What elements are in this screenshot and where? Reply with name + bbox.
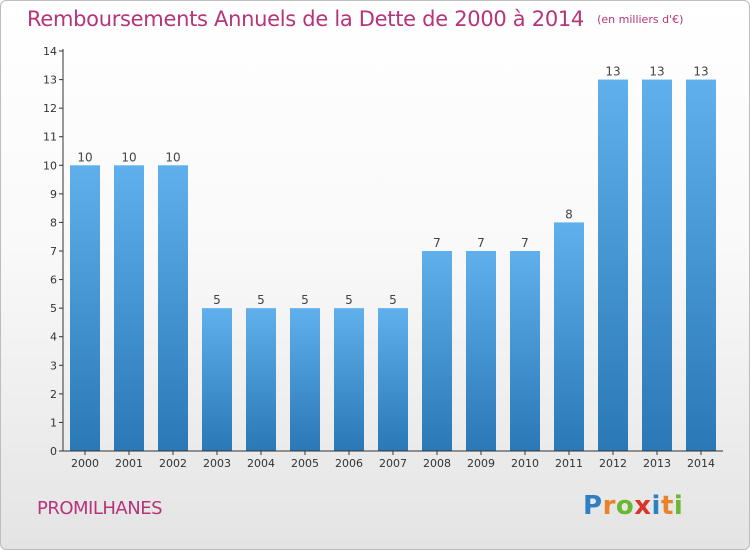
bar-2011 [554,222,584,451]
y-tick-label-2: 2 [50,388,57,401]
data-label-2013: 13 [649,65,664,79]
title-block: Remboursements Annuels de la Dette de 20… [27,7,683,31]
x-tick-label-2002: 2002 [159,457,187,470]
y-tick-label-1: 1 [50,416,57,429]
data-label-2001: 10 [121,150,136,164]
y-tick-label-13: 13 [43,74,57,87]
y-tick-label-7: 7 [50,245,57,258]
data-label-2003: 5 [213,293,221,307]
bar-2007 [378,308,408,451]
bar-2013 [642,79,672,452]
data-label-2008: 7 [433,236,441,250]
x-tick-label-2000: 2000 [71,457,99,470]
proxiti-logo: Proxiti [583,491,683,521]
bar-2008 [422,251,452,451]
data-label-2010: 7 [521,236,529,250]
y-tick-label-11: 11 [43,131,57,144]
logo-letter: r [602,491,616,521]
x-tick-label-2011: 2011 [555,457,583,470]
x-tick-label-2014: 2014 [687,457,715,470]
bar-2004 [246,308,276,451]
bar-2002 [158,165,188,452]
x-tick-label-2005: 2005 [291,457,319,470]
chart-unit: (en milliers d'€) [597,13,684,26]
data-label-2009: 7 [477,236,485,250]
y-tick-label-9: 9 [50,188,57,201]
x-tick-label-2001: 2001 [115,457,143,470]
x-tick-label-2010: 2010 [511,457,539,470]
commune-name: PROMILHANES [37,498,163,519]
bar-2014 [686,79,716,452]
y-tick-label-5: 5 [50,302,57,315]
logo-letter: o [615,491,635,521]
y-tick-label-6: 6 [50,274,57,287]
x-tick-label-2004: 2004 [247,457,275,470]
x-tick-label-2003: 2003 [203,457,231,470]
bar-2006 [334,308,364,451]
data-label-2005: 5 [301,293,309,307]
y-tick-label-12: 12 [43,102,57,115]
bars-group: 10 10 10 5 5 5 5 5 7 7 7 8 13 13 13 [70,65,716,452]
data-label-2004: 5 [257,293,265,307]
bar-2009 [466,251,496,451]
x-tick-label-2006: 2006 [335,457,363,470]
y-tick-label-8: 8 [50,216,57,229]
x-tick-label-2009: 2009 [467,457,495,470]
y-tick-label-14: 14 [43,45,57,58]
data-label-2011: 8 [565,207,573,221]
bar-2003 [202,308,232,451]
data-label-2012: 13 [605,65,620,79]
data-label-2000: 10 [77,150,92,164]
x-tick-label-2008: 2008 [423,457,451,470]
y-tick-label-4: 4 [50,331,57,344]
logo-letter: t [660,491,674,521]
data-label-2007: 5 [389,293,397,307]
y-tick-label-3: 3 [50,359,57,372]
chart-title: Remboursements Annuels de la Dette de 20… [27,7,584,31]
data-label-2006: 5 [345,293,353,307]
data-label-2002: 10 [165,150,180,164]
y-tick-label-0: 0 [50,445,57,458]
bar-2012 [598,79,628,452]
logo-letter: i [673,491,684,521]
y-tick-label-10: 10 [43,159,57,172]
logo-letter: i [651,491,661,521]
axes-group: 2000 2001 2002 2003 2004 2005 2006 2007 2008 2009… [43,45,723,470]
bar-2010 [510,251,540,451]
x-tick-label-2012: 2012 [599,457,627,470]
bar-2005 [290,308,320,451]
bar-2000 [70,165,100,452]
logo-letter: P [583,491,603,521]
logo-letter: x [634,491,652,521]
data-label-2014: 13 [693,65,708,79]
x-tick-label-2007: 2007 [379,457,407,470]
bar-2001 [114,165,144,452]
x-tick-label-2013: 2013 [643,457,671,470]
